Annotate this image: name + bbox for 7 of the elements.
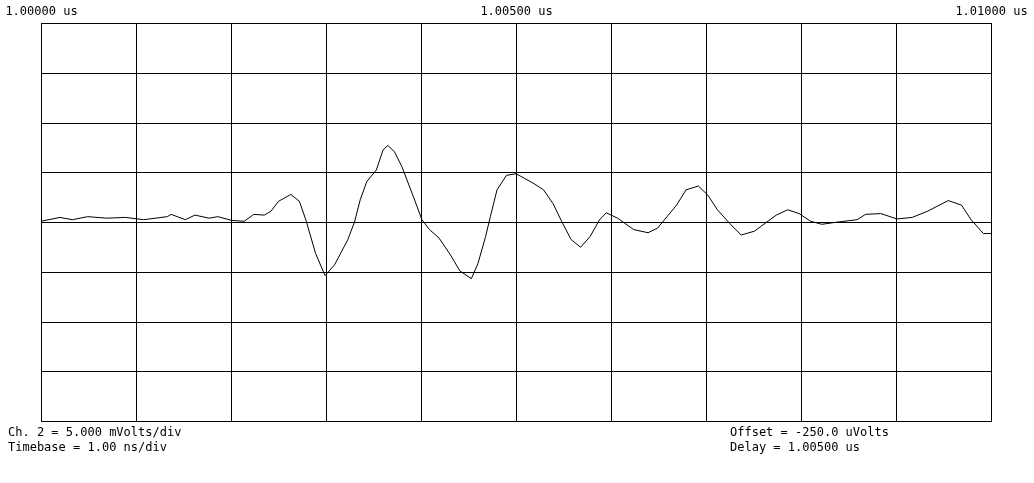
x-tick-label: 1.01000 us xyxy=(955,3,1028,18)
text: Offset = -250.0 uVolts xyxy=(730,425,889,439)
x-tick-label: 1.00500 us xyxy=(480,3,553,18)
text: Timebase = 1.00 ns/div xyxy=(8,440,167,454)
x-tick-label: 1.00000 us xyxy=(5,3,78,18)
text: Ch. 2 = 5.000 mVolts/div xyxy=(8,425,182,439)
text: Delay = 1.00500 us xyxy=(730,440,861,454)
